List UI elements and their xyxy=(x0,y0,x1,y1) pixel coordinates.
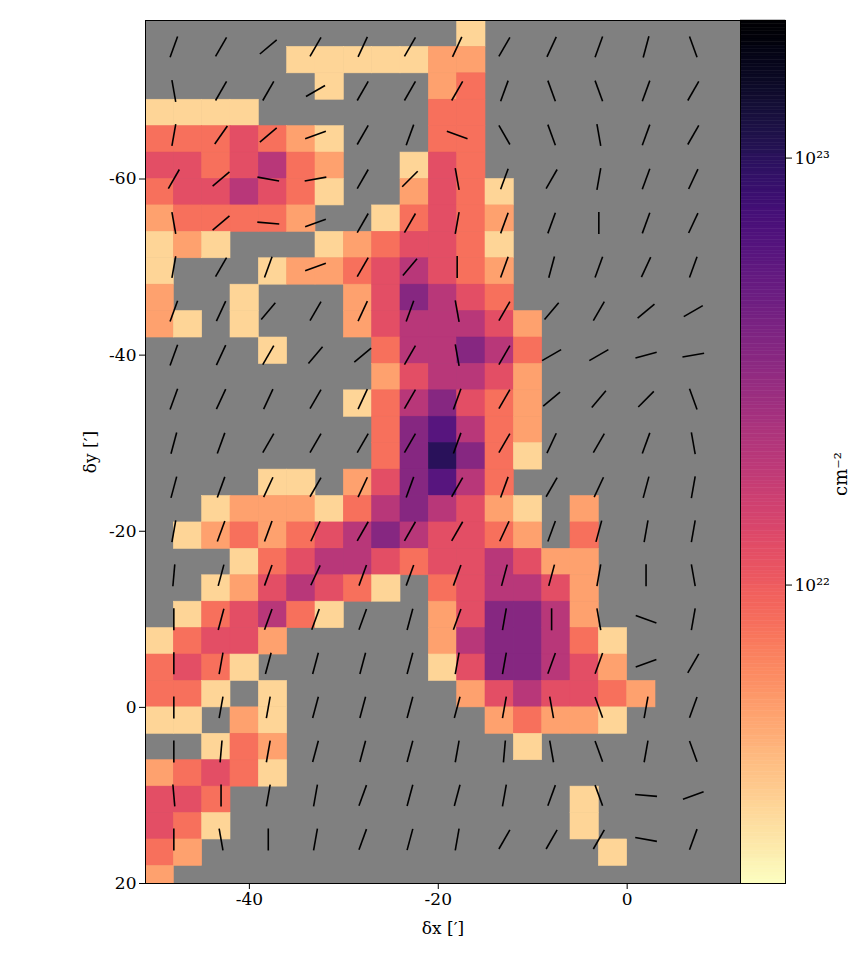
svg-text:10²³: 10²³ xyxy=(795,148,830,168)
svg-text:20: 20 xyxy=(115,873,137,893)
svg-text:cm⁻²: cm⁻² xyxy=(830,452,851,496)
svg-text:δy [′]: δy [′] xyxy=(80,431,100,473)
svg-text:0: 0 xyxy=(126,697,137,717)
svg-text:10²²: 10²² xyxy=(795,574,830,594)
svg-text:-40: -40 xyxy=(236,889,263,909)
svg-text:-40: -40 xyxy=(109,345,136,365)
svg-text:0: 0 xyxy=(622,889,633,909)
svg-text:δx [′]: δx [′] xyxy=(422,918,464,938)
svg-text:-20: -20 xyxy=(425,889,452,909)
svg-text:-20: -20 xyxy=(109,521,136,541)
svg-text:-60: -60 xyxy=(109,168,136,188)
